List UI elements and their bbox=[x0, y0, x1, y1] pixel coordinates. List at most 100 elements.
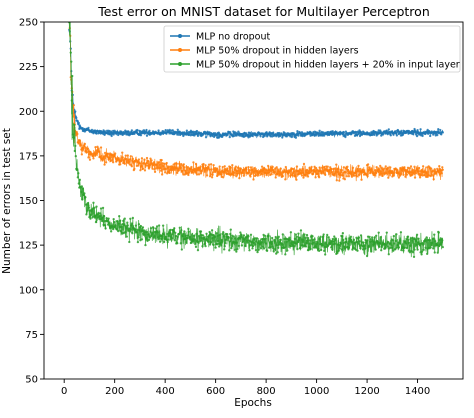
data-point bbox=[421, 165, 425, 168]
data-point bbox=[190, 165, 193, 169]
data-point bbox=[406, 235, 410, 238]
data-point bbox=[404, 175, 407, 178]
data-point bbox=[430, 243, 433, 247]
data-point bbox=[441, 166, 444, 169]
data-point bbox=[335, 163, 338, 166]
y-tick-label: 250 bbox=[19, 18, 38, 29]
data-point bbox=[119, 163, 122, 166]
data-point bbox=[272, 131, 275, 134]
data-point bbox=[366, 175, 369, 178]
data-point bbox=[94, 220, 98, 224]
data-point bbox=[279, 167, 282, 170]
data-point bbox=[148, 236, 152, 239]
data-point bbox=[104, 227, 107, 230]
data-point bbox=[302, 176, 305, 179]
data-point bbox=[344, 135, 347, 139]
data-point bbox=[186, 234, 190, 237]
data-point bbox=[253, 237, 257, 240]
data-point bbox=[232, 173, 235, 177]
data-point bbox=[184, 169, 187, 173]
data-point bbox=[352, 238, 356, 241]
data-point bbox=[152, 227, 155, 230]
data-point bbox=[137, 223, 141, 226]
data-point bbox=[438, 238, 441, 242]
data-point bbox=[278, 170, 281, 173]
data-point bbox=[430, 173, 433, 176]
data-point bbox=[78, 139, 81, 142]
data-point bbox=[416, 170, 420, 173]
data-point bbox=[208, 230, 211, 234]
data-point bbox=[212, 243, 215, 247]
data-point bbox=[147, 238, 151, 242]
data-point bbox=[76, 132, 79, 136]
data-point bbox=[294, 175, 297, 178]
data-point bbox=[404, 240, 407, 243]
plot-frame bbox=[43, 21, 464, 380]
data-point bbox=[313, 238, 316, 241]
data-point bbox=[414, 172, 418, 175]
data-point bbox=[437, 127, 440, 131]
data-point bbox=[338, 243, 341, 247]
data-point bbox=[130, 224, 133, 227]
data-point bbox=[334, 237, 337, 240]
data-point bbox=[437, 231, 440, 234]
data-point bbox=[366, 163, 370, 166]
data-point bbox=[295, 242, 298, 245]
data-point bbox=[377, 170, 380, 173]
data-point bbox=[195, 129, 199, 133]
data-point bbox=[421, 134, 424, 138]
data-point bbox=[134, 224, 138, 227]
y-tick-label: 75 bbox=[25, 330, 38, 341]
data-point bbox=[196, 134, 200, 138]
data-point bbox=[393, 242, 396, 245]
data-point bbox=[201, 234, 205, 237]
data-point bbox=[341, 235, 344, 238]
data-point bbox=[182, 232, 185, 235]
data-point bbox=[72, 104, 75, 107]
data-point bbox=[176, 128, 179, 131]
data-point bbox=[291, 173, 294, 177]
data-point bbox=[260, 173, 263, 176]
data-point bbox=[186, 166, 190, 169]
data-point bbox=[85, 151, 89, 154]
data-point bbox=[178, 226, 181, 229]
data-point bbox=[97, 147, 100, 150]
data-point bbox=[193, 238, 197, 241]
data-point bbox=[179, 242, 182, 245]
data-point bbox=[87, 126, 90, 130]
data-point bbox=[373, 133, 376, 136]
data-point bbox=[154, 227, 158, 230]
data-point bbox=[423, 132, 427, 136]
data-point bbox=[228, 135, 231, 139]
data-point bbox=[344, 237, 348, 240]
data-point bbox=[358, 129, 361, 132]
data-point bbox=[386, 166, 389, 170]
data-point bbox=[161, 235, 164, 238]
data-point bbox=[275, 252, 278, 255]
data-point bbox=[276, 251, 279, 254]
data-point bbox=[209, 173, 212, 176]
data-point bbox=[317, 249, 321, 253]
data-point bbox=[331, 170, 334, 174]
data-point bbox=[226, 133, 229, 136]
data-point bbox=[232, 235, 235, 238]
data-point bbox=[110, 134, 113, 138]
data-point bbox=[125, 227, 128, 230]
data-point bbox=[382, 132, 385, 136]
data-point bbox=[395, 233, 398, 236]
data-point bbox=[438, 172, 441, 176]
data-point bbox=[341, 174, 344, 177]
data-point bbox=[159, 169, 163, 172]
data-point bbox=[312, 241, 315, 244]
data-point bbox=[240, 233, 243, 237]
data-point bbox=[149, 227, 153, 230]
data-point bbox=[223, 165, 226, 168]
data-point bbox=[297, 134, 300, 137]
data-point bbox=[312, 130, 315, 134]
data-point bbox=[103, 151, 107, 155]
data-point bbox=[81, 127, 84, 130]
data-point bbox=[291, 172, 295, 175]
data-point bbox=[213, 170, 217, 174]
data-point bbox=[314, 176, 317, 179]
data-point bbox=[247, 165, 250, 169]
